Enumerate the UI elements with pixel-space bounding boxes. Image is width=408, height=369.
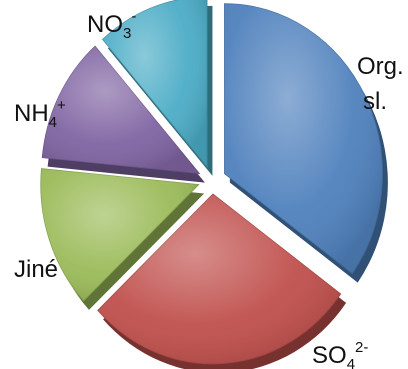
- slice-shine-nh4: [42, 46, 200, 174]
- nh4-base: NH: [14, 100, 49, 127]
- slice-label-nh4: NH4+: [14, 97, 66, 131]
- slice-shine-org: [224, 3, 383, 274]
- nh4-sup: +: [57, 97, 66, 114]
- slice-shine-no3: [102, 0, 208, 167]
- slice-label-org-line1: Org.: [357, 53, 404, 80]
- slice-label-so4: SO42-: [312, 339, 368, 369]
- slice-label-jine: Jiné: [14, 256, 58, 283]
- slice-shine-jine: [40, 168, 199, 301]
- so4-base: SO: [312, 342, 347, 369]
- slice-label-no3: NO3-: [87, 8, 136, 42]
- so4-sup: 2-: [355, 339, 368, 356]
- slice-label-org-line2: sl.: [363, 88, 387, 115]
- no3-base: NO: [87, 11, 123, 38]
- no3-sub: 3: [123, 25, 131, 42]
- so4-sub: 4: [347, 356, 355, 369]
- nh4-sub: 4: [49, 114, 57, 131]
- no3-sup: -: [131, 8, 136, 25]
- slice-shine-so4: [97, 193, 341, 364]
- slice-label-org: Org. sl.: [357, 53, 408, 115]
